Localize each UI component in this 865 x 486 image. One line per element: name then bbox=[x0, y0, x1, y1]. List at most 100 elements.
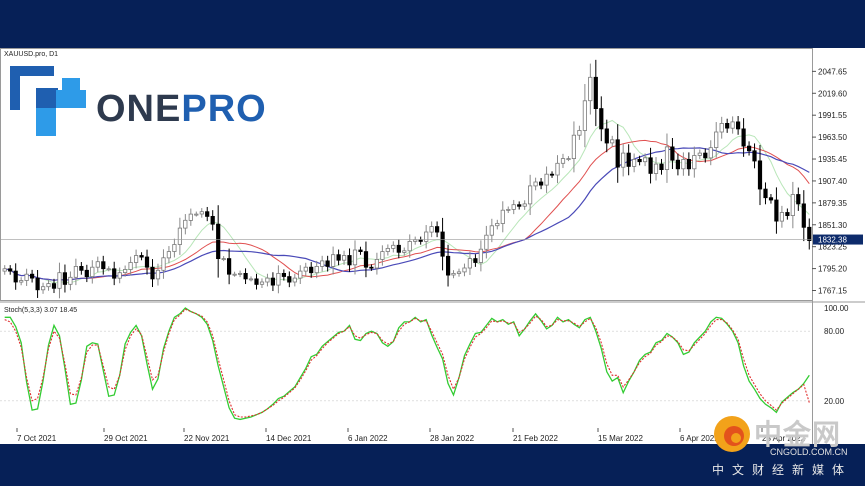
candle-body bbox=[314, 265, 319, 274]
date-tick-label: 7 Oct 2021 bbox=[17, 434, 57, 443]
candle-body bbox=[456, 271, 462, 274]
candle-body bbox=[747, 145, 752, 152]
candle-body bbox=[325, 260, 330, 267]
candle-body bbox=[445, 255, 451, 276]
stoch-main-line bbox=[4, 307, 810, 421]
candle-body bbox=[41, 286, 46, 291]
candle-body bbox=[604, 128, 609, 144]
candle-body bbox=[566, 158, 571, 160]
date-tick-label: 6 Jan 2022 bbox=[348, 434, 388, 443]
candle-body bbox=[336, 254, 341, 261]
candle-body bbox=[199, 211, 204, 215]
candle-body bbox=[796, 194, 801, 205]
candle-body bbox=[653, 163, 659, 174]
candle-body bbox=[287, 276, 292, 283]
price-tick-label: 1823.25 bbox=[818, 243, 847, 252]
candle-body bbox=[320, 260, 325, 267]
candle-body bbox=[615, 139, 620, 168]
candle-body bbox=[29, 273, 35, 279]
candle-body bbox=[259, 281, 265, 285]
candles bbox=[2, 59, 812, 299]
candle-body bbox=[265, 277, 270, 283]
candle-body bbox=[736, 121, 741, 130]
candle-body bbox=[478, 248, 484, 263]
candle-body bbox=[555, 162, 560, 176]
candle-body bbox=[588, 76, 593, 102]
candle-body bbox=[664, 146, 670, 171]
candle-body bbox=[719, 123, 724, 133]
candle-body bbox=[391, 244, 396, 249]
candle-body bbox=[686, 159, 692, 170]
candle-body bbox=[703, 152, 708, 159]
candle-body bbox=[270, 277, 276, 286]
candle-body bbox=[697, 152, 702, 156]
price-tick-label: 1963.50 bbox=[818, 133, 847, 142]
candle-body bbox=[571, 134, 577, 159]
candle-body bbox=[637, 159, 642, 163]
candle-body bbox=[692, 155, 697, 170]
candle-body bbox=[13, 270, 18, 283]
candle-body bbox=[73, 265, 78, 278]
candle-body bbox=[309, 266, 314, 274]
date-tick-label: 6 Apr 2022 bbox=[680, 434, 719, 443]
candle-body bbox=[402, 250, 407, 253]
stoch-tick-label: 100.00 bbox=[824, 304, 849, 313]
cngold-logo-icon bbox=[714, 416, 750, 452]
candle-body bbox=[643, 157, 648, 163]
candle-body bbox=[35, 277, 40, 291]
candle-body bbox=[407, 240, 412, 252]
candle-body bbox=[221, 258, 226, 261]
candle-body bbox=[352, 249, 358, 266]
candle-body bbox=[298, 270, 303, 279]
candle-body bbox=[90, 266, 95, 277]
price-tick-label: 2047.65 bbox=[818, 67, 847, 76]
chart-panel: 2047.65 2019.60 1991.55 1963.50 1935.45 1907.… bbox=[0, 48, 865, 444]
candle-body bbox=[19, 280, 24, 283]
candle-body bbox=[489, 225, 494, 236]
brand-pro: PRO bbox=[181, 88, 267, 130]
date-tick-label: 22 Nov 2021 bbox=[184, 434, 230, 443]
candle-body bbox=[112, 268, 117, 279]
date-tick-label: 28 Jan 2022 bbox=[430, 434, 475, 443]
candle-body bbox=[533, 181, 538, 187]
candle-body bbox=[582, 100, 588, 131]
price-tick-label: 1767.15 bbox=[818, 287, 847, 296]
ma-mid-line bbox=[4, 139, 810, 281]
candle-body bbox=[626, 152, 631, 167]
candle-body bbox=[46, 283, 51, 288]
candle-body bbox=[330, 254, 336, 267]
brand-one: ONE bbox=[96, 88, 182, 130]
candle-body bbox=[205, 211, 210, 217]
candle-body bbox=[610, 139, 615, 144]
candle-body bbox=[774, 199, 779, 222]
candle-body bbox=[708, 147, 713, 159]
candle-body bbox=[429, 226, 434, 233]
candle-body bbox=[539, 181, 544, 186]
candle-body bbox=[752, 150, 757, 162]
candle-body bbox=[434, 226, 440, 233]
candle-body bbox=[467, 258, 473, 269]
candle-body bbox=[522, 203, 527, 207]
candle-body bbox=[237, 272, 243, 275]
candle-body bbox=[648, 157, 653, 174]
chart-title: XAUUSD.pro, D1 bbox=[4, 51, 58, 58]
price-tick-label: 1991.55 bbox=[818, 111, 847, 120]
candle-body bbox=[484, 234, 489, 250]
candle-body bbox=[341, 255, 347, 261]
last-price-badge bbox=[813, 234, 863, 245]
candle-body bbox=[183, 219, 188, 229]
candle-body bbox=[254, 278, 259, 285]
price-chart[interactable]: 2047.65 2019.60 1991.55 1963.50 1935.45 1907.… bbox=[0, 48, 865, 444]
candle-body bbox=[188, 213, 193, 221]
candle-body bbox=[155, 269, 161, 280]
candle-body bbox=[385, 247, 390, 252]
candle-body bbox=[128, 262, 133, 270]
stoch-tick-label: 80.00 bbox=[824, 327, 845, 336]
candle-body bbox=[232, 273, 237, 276]
onepro-mark-icon bbox=[10, 66, 86, 136]
candle-body bbox=[790, 194, 795, 217]
price-tick-label: 1935.45 bbox=[818, 155, 847, 164]
candle-body bbox=[599, 108, 604, 130]
candle-body bbox=[8, 268, 13, 272]
candle-body bbox=[462, 267, 467, 273]
